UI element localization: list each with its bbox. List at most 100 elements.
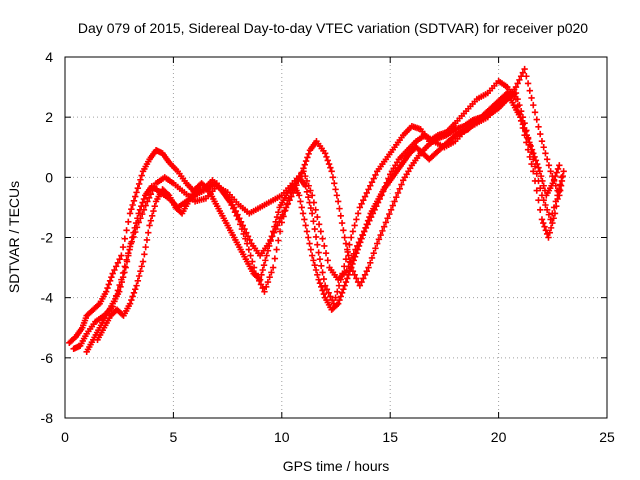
- data-point: [314, 271, 321, 279]
- data-point: [337, 212, 344, 220]
- series-arc-4: [94, 89, 563, 343]
- data-point: [365, 264, 372, 271]
- y-tick-label: -2: [41, 230, 54, 246]
- data-point: [524, 80, 532, 87]
- data-point: [269, 228, 277, 235]
- data-point: [147, 217, 155, 224]
- data-point: [305, 234, 312, 241]
- data-point: [277, 215, 285, 222]
- data-point: [540, 196, 547, 204]
- data-point: [133, 189, 140, 196]
- data-point: [298, 204, 305, 211]
- data-point: [106, 277, 114, 285]
- data-point: [102, 288, 110, 295]
- data-point: [359, 231, 367, 239]
- y-tick-label: -4: [41, 290, 54, 306]
- data-point: [347, 264, 355, 271]
- data-point: [538, 216, 546, 223]
- data-point: [516, 101, 523, 109]
- data-point: [312, 266, 320, 274]
- data-point: [312, 206, 319, 214]
- data-point: [355, 242, 363, 250]
- data-point: [130, 289, 138, 297]
- data-point: [121, 269, 128, 276]
- data-point: [105, 281, 112, 288]
- data-point: [533, 160, 541, 168]
- data-point: [353, 275, 360, 282]
- data-point: [108, 274, 115, 281]
- data-point: [363, 189, 370, 197]
- data-point: [347, 234, 355, 241]
- data-point: [517, 113, 524, 121]
- data-point: [307, 187, 314, 194]
- data-point: [533, 187, 540, 194]
- data-point: [128, 206, 135, 213]
- data-point: [331, 180, 338, 187]
- data-point: [132, 193, 139, 200]
- data-point: [334, 198, 342, 205]
- data-point: [384, 215, 391, 222]
- data-point: [542, 227, 550, 234]
- data-point: [323, 286, 331, 293]
- data-point: [332, 186, 339, 193]
- data-point: [303, 177, 311, 185]
- data-point: [164, 190, 171, 198]
- data-point: [531, 109, 539, 116]
- data-point: [319, 269, 326, 276]
- data-point: [394, 189, 402, 197]
- data-point: [288, 193, 295, 200]
- data-point: [367, 259, 374, 266]
- data-point: [360, 228, 368, 235]
- data-point: [304, 154, 311, 161]
- data-point: [547, 168, 554, 175]
- data-point: [236, 215, 243, 222]
- data-point: [550, 204, 558, 211]
- data-point: [126, 210, 134, 217]
- data-point: [368, 254, 376, 262]
- data-point: [140, 195, 148, 203]
- data-point: [519, 69, 527, 76]
- data-point: [111, 266, 118, 274]
- data-point: [136, 206, 144, 214]
- data-point: [119, 274, 127, 281]
- data-point: [138, 203, 145, 210]
- data-point: [350, 257, 357, 264]
- data-point: [203, 184, 210, 192]
- data-point: [528, 160, 535, 168]
- data-point: [126, 300, 134, 307]
- data-point: [259, 284, 266, 292]
- data-point: [519, 121, 527, 128]
- data-point: [533, 116, 540, 123]
- data-point: [333, 301, 341, 309]
- series-arc-1: [66, 77, 565, 346]
- data-point: [541, 223, 548, 230]
- data-point: [308, 210, 316, 217]
- data-point: [129, 234, 136, 241]
- data-point: [361, 193, 369, 200]
- data-point: [121, 235, 129, 242]
- data-point: [542, 201, 549, 209]
- x-tick-label: 10: [274, 429, 290, 445]
- data-point: [131, 224, 139, 232]
- data-point: [312, 233, 320, 241]
- data-point: [135, 210, 142, 217]
- data-point: [296, 173, 304, 180]
- data-point: [329, 174, 337, 181]
- data-point: [123, 227, 130, 234]
- data-point: [560, 168, 567, 175]
- x-axis-label: GPS time / hours: [283, 458, 390, 474]
- data-point: [112, 263, 120, 270]
- data-point: [363, 267, 370, 275]
- data-point: [550, 215, 557, 222]
- data-point: [281, 207, 288, 215]
- data-point: [552, 172, 559, 180]
- data-point: [279, 211, 286, 218]
- data-point: [393, 193, 400, 201]
- data-point: [532, 157, 540, 164]
- data-point: [104, 284, 111, 292]
- data-point: [530, 150, 537, 157]
- data-point: [351, 222, 358, 229]
- data-point: [360, 196, 367, 204]
- data-point: [301, 216, 308, 223]
